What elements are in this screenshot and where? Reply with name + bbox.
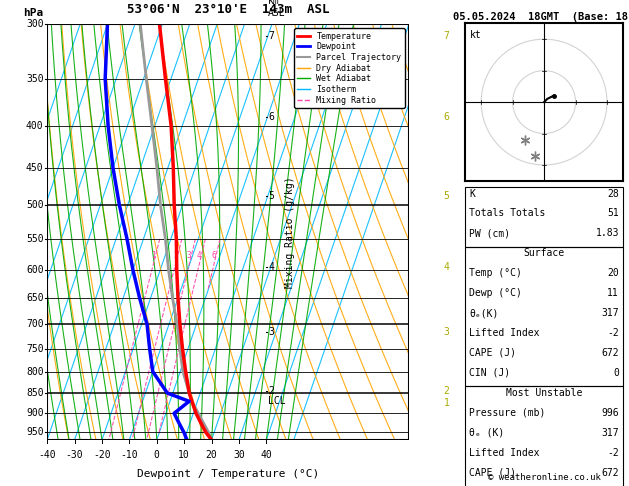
Text: 20: 20 (607, 268, 619, 278)
Text: Dewpoint / Temperature (°C): Dewpoint / Temperature (°C) (137, 469, 319, 479)
Text: 3: 3 (187, 251, 192, 260)
Text: 3: 3 (268, 327, 274, 337)
Text: 11: 11 (607, 288, 619, 298)
Text: Lifted Index: Lifted Index (469, 328, 540, 338)
Text: 350: 350 (26, 74, 43, 84)
Text: K: K (469, 189, 475, 199)
Text: 900: 900 (26, 408, 43, 418)
Text: 6: 6 (268, 112, 274, 122)
Text: 500: 500 (26, 200, 43, 210)
Text: 950: 950 (26, 428, 43, 437)
Text: Most Unstable: Most Unstable (506, 388, 582, 398)
Text: 4: 4 (197, 251, 202, 260)
Text: 317: 317 (601, 308, 619, 318)
Text: 40: 40 (260, 450, 272, 460)
Text: 51: 51 (607, 208, 619, 219)
Text: 2: 2 (443, 386, 449, 396)
Text: 10: 10 (178, 450, 190, 460)
Text: 600: 600 (26, 265, 43, 275)
Text: 28: 28 (607, 189, 619, 199)
Text: -2: -2 (607, 328, 619, 338)
Text: 0: 0 (154, 450, 160, 460)
Text: 300: 300 (26, 19, 43, 29)
Text: -10: -10 (121, 450, 138, 460)
Text: Temp (°C): Temp (°C) (469, 268, 522, 278)
Text: 800: 800 (26, 366, 43, 377)
Text: 30: 30 (233, 450, 245, 460)
Text: 700: 700 (26, 319, 43, 330)
Text: © weatheronline.co.uk: © weatheronline.co.uk (487, 473, 601, 482)
Text: hPa: hPa (23, 8, 43, 18)
Text: 20: 20 (206, 450, 218, 460)
Text: 7: 7 (268, 31, 274, 41)
Text: 650: 650 (26, 293, 43, 303)
Text: Lifted Index: Lifted Index (469, 448, 540, 458)
Text: km
ASL: km ASL (268, 0, 286, 18)
Text: 05.05.2024  18GMT  (Base: 18): 05.05.2024 18GMT (Base: 18) (454, 12, 629, 22)
Text: Pressure (mb): Pressure (mb) (469, 408, 545, 418)
Text: LCL: LCL (268, 396, 286, 406)
Text: Dewp (°C): Dewp (°C) (469, 288, 522, 298)
Text: 1: 1 (443, 399, 449, 408)
Text: Surface: Surface (523, 248, 565, 259)
Text: -20: -20 (93, 450, 111, 460)
Text: 672: 672 (601, 348, 619, 358)
Text: 5: 5 (443, 191, 449, 201)
Text: CAPE (J): CAPE (J) (469, 468, 516, 478)
Text: θₑ (K): θₑ (K) (469, 428, 504, 438)
Text: 400: 400 (26, 121, 43, 131)
Text: θₑ(K): θₑ(K) (469, 308, 499, 318)
Text: CIN (J): CIN (J) (469, 368, 510, 378)
Text: 4: 4 (443, 262, 449, 272)
Text: kt: kt (470, 30, 482, 40)
Text: 850: 850 (26, 388, 43, 398)
Text: 2: 2 (268, 386, 274, 396)
Text: 6: 6 (443, 112, 449, 122)
Text: Totals Totals: Totals Totals (469, 208, 545, 219)
Text: 0: 0 (613, 368, 619, 378)
Text: 6: 6 (212, 251, 216, 260)
Text: 317: 317 (601, 428, 619, 438)
Text: 550: 550 (26, 234, 43, 244)
Text: 1.83: 1.83 (596, 228, 619, 239)
Text: 7: 7 (443, 31, 449, 41)
Text: Mixing Ratio (g/kg): Mixing Ratio (g/kg) (285, 176, 295, 288)
Text: PW (cm): PW (cm) (469, 228, 510, 239)
Text: CAPE (J): CAPE (J) (469, 348, 516, 358)
Text: 672: 672 (601, 468, 619, 478)
Text: -40: -40 (38, 450, 56, 460)
Text: 53°06'N  23°10'E  143m  ASL: 53°06'N 23°10'E 143m ASL (127, 3, 329, 16)
Legend: Temperature, Dewpoint, Parcel Trajectory, Dry Adiabat, Wet Adiabat, Isotherm, Mi: Temperature, Dewpoint, Parcel Trajectory… (294, 29, 404, 108)
Text: -30: -30 (66, 450, 84, 460)
Text: 2: 2 (173, 251, 178, 260)
Text: 4: 4 (268, 262, 274, 272)
Text: 5: 5 (268, 191, 274, 201)
Text: 996: 996 (601, 408, 619, 418)
Text: 450: 450 (26, 163, 43, 173)
Text: 750: 750 (26, 344, 43, 354)
Text: 3: 3 (443, 327, 449, 337)
Text: 1: 1 (151, 251, 156, 260)
Text: -2: -2 (607, 448, 619, 458)
